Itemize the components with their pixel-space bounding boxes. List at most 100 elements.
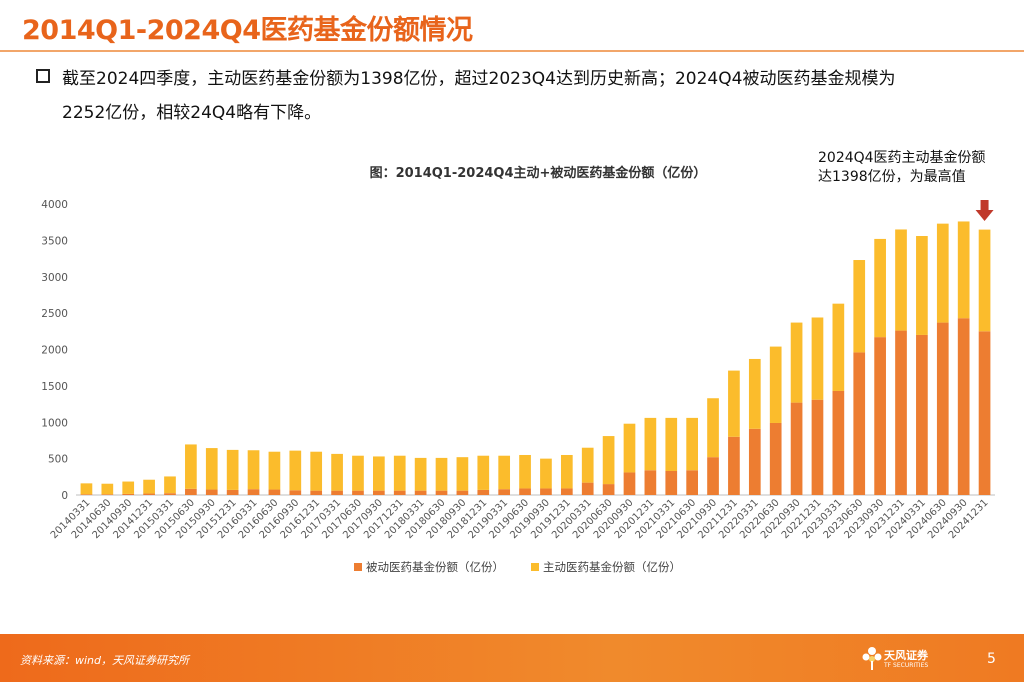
bar-active xyxy=(644,417,657,471)
bar-passive xyxy=(602,484,615,495)
bar-passive xyxy=(665,470,678,495)
bar-active xyxy=(811,317,824,400)
chart-title: 图：2014Q1-2024Q4主动+被动医药基金份额（亿份） xyxy=(370,165,707,181)
flower-logo-icon xyxy=(862,647,882,670)
down-arrow-icon xyxy=(975,200,994,221)
title-divider xyxy=(0,50,1024,52)
page-number: 5 xyxy=(987,651,996,667)
bar-passive xyxy=(164,493,176,495)
slide-title: 2014Q1-2024Q4医药基金份额情况 xyxy=(22,15,473,46)
bar-passive xyxy=(456,490,469,495)
bar-passive xyxy=(790,402,803,495)
bar-passive xyxy=(477,489,490,495)
bar-active xyxy=(331,453,343,491)
y-tick-label: 500 xyxy=(48,454,68,466)
bar-active xyxy=(435,457,448,491)
bar-active xyxy=(957,221,970,319)
bar-passive xyxy=(519,488,531,495)
legend-label-active: 主动医药基金份额（亿份） xyxy=(543,560,681,574)
bar-active xyxy=(707,398,719,458)
bar-active xyxy=(498,455,511,490)
bar-passive xyxy=(769,422,782,495)
bar-passive xyxy=(811,399,824,495)
bullet-paragraph: 截至2024四季度，主动医药基金份额为1398亿份，超过2023Q4达到历史新高… xyxy=(36,62,1011,130)
bar-passive xyxy=(540,488,552,495)
y-tick-label: 0 xyxy=(61,490,68,502)
bar-active xyxy=(185,444,197,489)
bar-passive xyxy=(686,470,698,495)
bar-active xyxy=(289,450,302,491)
bar-passive xyxy=(289,490,302,495)
logo-text: 天风证券 xyxy=(884,649,928,662)
bar-passive xyxy=(978,331,991,495)
bullet-line-1: 截至2024四季度，主动医药基金份额为1398亿份，超过2023Q4达到历史新高… xyxy=(62,69,896,89)
bar-active xyxy=(477,455,490,490)
bar-passive xyxy=(80,494,93,495)
bar-active xyxy=(686,417,698,471)
bar-active xyxy=(832,303,845,391)
bar-passive xyxy=(748,428,761,495)
bar-active xyxy=(916,236,928,335)
bar-passive xyxy=(435,490,448,495)
legend-label-passive: 被动医药基金份额（亿份） xyxy=(366,560,504,574)
bar-active xyxy=(853,260,866,353)
bar-passive xyxy=(122,493,135,495)
bar-active xyxy=(164,476,176,494)
bar-passive xyxy=(957,318,970,495)
y-tick-label: 1000 xyxy=(41,417,68,429)
bar-active xyxy=(519,454,531,489)
bar-active xyxy=(352,455,364,491)
bar-passive xyxy=(226,489,239,495)
bar-active xyxy=(268,451,281,490)
bar-active xyxy=(790,322,803,403)
bar-active xyxy=(247,450,260,490)
bar-passive xyxy=(101,494,114,495)
bar-passive xyxy=(310,490,323,495)
bar-passive xyxy=(832,390,845,495)
footer-logo: 天风证券 TF SECURITIES xyxy=(862,645,952,675)
bar-active xyxy=(310,451,323,491)
bar-active xyxy=(80,483,93,495)
bar-active xyxy=(122,481,135,494)
bar-passive xyxy=(895,330,907,495)
bar-active xyxy=(769,346,782,423)
bar-active xyxy=(373,456,385,491)
bar-passive xyxy=(393,490,406,495)
bar-active xyxy=(226,449,239,490)
y-tick-label: 1500 xyxy=(41,381,68,393)
square-bullet-icon xyxy=(36,69,50,83)
bar-active xyxy=(456,457,469,491)
y-tick-label: 3000 xyxy=(41,272,68,284)
bar-active xyxy=(540,458,552,489)
bar-active xyxy=(748,358,761,429)
y-tick-label: 3500 xyxy=(41,235,68,247)
y-tick-label: 2500 xyxy=(41,308,68,320)
bar-active xyxy=(414,457,427,491)
bar-passive xyxy=(644,470,657,495)
y-tick-label: 2000 xyxy=(41,345,68,357)
bar-passive xyxy=(936,322,949,495)
bar-active xyxy=(874,238,886,338)
bar-passive xyxy=(560,488,573,495)
bar-active xyxy=(205,448,218,490)
bar-passive xyxy=(352,490,364,495)
bar-passive xyxy=(331,490,343,495)
legend-swatch-active xyxy=(531,563,539,571)
bar-passive xyxy=(916,334,928,495)
bar-active xyxy=(728,370,740,437)
bar-active xyxy=(560,454,573,489)
bar-passive xyxy=(728,436,740,495)
bar-active xyxy=(143,479,155,494)
bar-passive xyxy=(414,490,427,495)
bullet-line-2: 2252亿份，相较24Q4略有下降。 xyxy=(62,103,322,123)
bar-active xyxy=(393,455,406,491)
callout-line-2: 达1398亿份，为最高值 xyxy=(818,169,966,185)
bar-passive xyxy=(268,489,281,495)
bar-passive xyxy=(205,489,218,495)
bar-active xyxy=(623,423,636,473)
bar-passive xyxy=(143,493,155,495)
bar-active xyxy=(665,417,678,471)
bar-passive xyxy=(581,482,594,495)
bar-passive xyxy=(853,352,866,495)
bar-active xyxy=(978,229,991,332)
